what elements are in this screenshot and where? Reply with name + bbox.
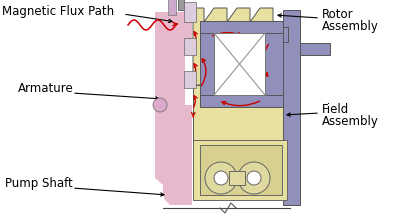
Text: Assembly: Assembly: [322, 115, 379, 128]
Circle shape: [214, 171, 228, 185]
Bar: [184, 71, 196, 88]
Bar: [283, 10, 300, 205]
Bar: [200, 95, 283, 107]
Bar: [229, 171, 245, 185]
Bar: [200, 21, 283, 33]
Bar: [193, 140, 287, 200]
Bar: [184, 2, 196, 22]
Bar: [300, 43, 330, 55]
Text: Field: Field: [322, 103, 349, 116]
Bar: [214, 33, 265, 95]
Text: Assembly: Assembly: [322, 20, 379, 33]
Text: Magnetic Flux Path: Magnetic Flux Path: [2, 5, 114, 18]
Bar: [193, 85, 293, 165]
Polygon shape: [193, 8, 290, 85]
Circle shape: [238, 162, 270, 194]
Circle shape: [205, 162, 237, 194]
Polygon shape: [155, 12, 192, 205]
Bar: [270, 27, 288, 42]
Bar: [200, 145, 282, 195]
Bar: [200, 30, 214, 100]
Bar: [178, 0, 184, 10]
Text: Pump Shaft: Pump Shaft: [5, 177, 73, 189]
Bar: [168, 0, 176, 15]
Bar: [184, 38, 196, 55]
Text: Rotor: Rotor: [322, 8, 354, 21]
Bar: [265, 30, 283, 100]
Circle shape: [153, 98, 167, 112]
Text: Armature: Armature: [18, 82, 74, 94]
Circle shape: [247, 171, 261, 185]
